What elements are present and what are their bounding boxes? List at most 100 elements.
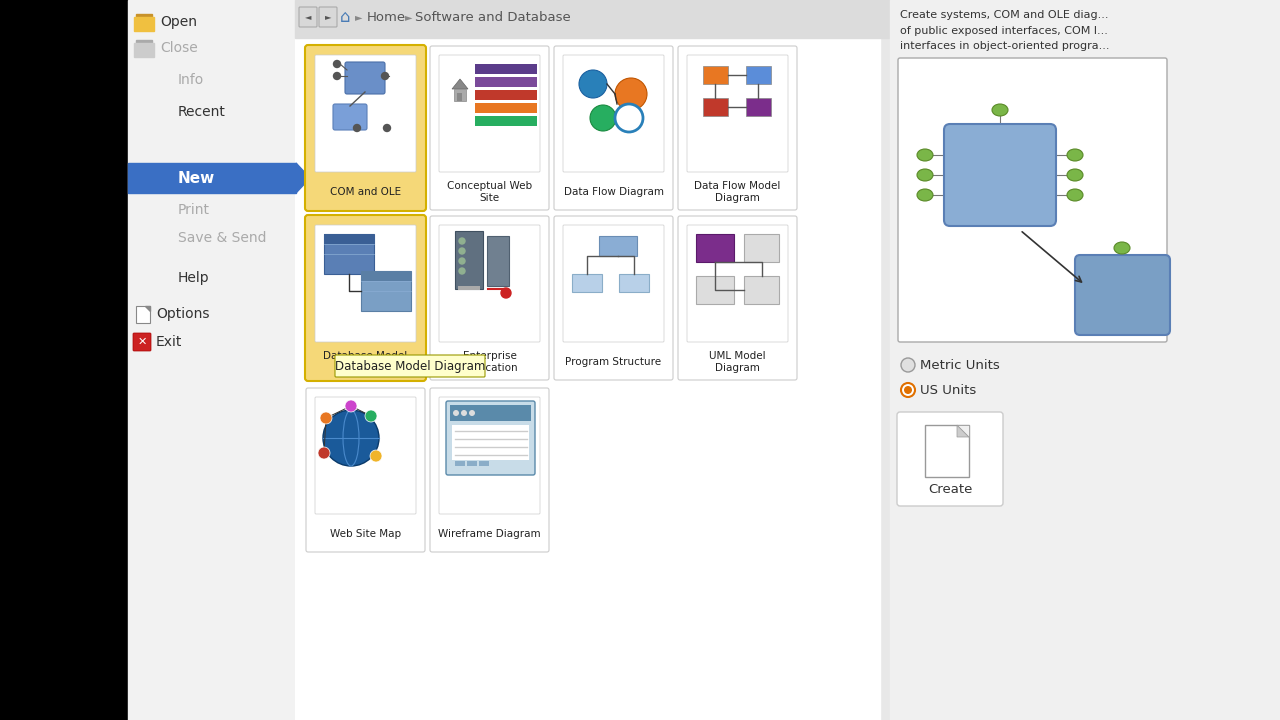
Circle shape — [317, 447, 330, 459]
Bar — [696, 276, 733, 304]
FancyBboxPatch shape — [554, 46, 673, 210]
Circle shape — [460, 258, 465, 264]
Circle shape — [901, 358, 915, 372]
FancyBboxPatch shape — [439, 397, 540, 514]
Bar — [475, 103, 538, 113]
Bar — [475, 64, 538, 74]
Bar — [620, 274, 649, 292]
FancyBboxPatch shape — [687, 225, 788, 342]
Bar — [451, 405, 531, 421]
Bar — [744, 276, 780, 304]
Bar — [136, 14, 152, 18]
FancyBboxPatch shape — [925, 425, 969, 477]
Bar — [475, 116, 538, 126]
Ellipse shape — [1068, 189, 1083, 201]
Bar — [746, 98, 771, 116]
Circle shape — [460, 268, 465, 274]
Text: New: New — [178, 171, 215, 186]
Bar — [744, 234, 780, 262]
Bar — [294, 0, 890, 720]
Circle shape — [579, 70, 607, 98]
Text: Data Flow Diagram: Data Flow Diagram — [563, 187, 663, 197]
Text: Help: Help — [178, 271, 210, 285]
Circle shape — [384, 125, 390, 132]
Ellipse shape — [916, 169, 933, 181]
Circle shape — [901, 383, 915, 397]
Circle shape — [614, 104, 643, 132]
Text: Database Model Diagram: Database Model Diagram — [335, 359, 485, 372]
FancyBboxPatch shape — [430, 46, 549, 210]
Polygon shape — [957, 425, 969, 437]
Circle shape — [460, 248, 465, 254]
Polygon shape — [145, 306, 150, 311]
Text: Wireframe Diagram: Wireframe Diagram — [438, 529, 541, 539]
Circle shape — [904, 386, 911, 394]
Text: US Units: US Units — [920, 384, 977, 397]
Bar — [457, 93, 462, 101]
FancyBboxPatch shape — [430, 216, 549, 380]
FancyBboxPatch shape — [445, 401, 535, 475]
FancyBboxPatch shape — [300, 7, 317, 27]
Text: Options: Options — [156, 307, 210, 321]
Text: Info: Info — [178, 73, 205, 87]
Bar — [134, 17, 154, 31]
Text: Data Flow Model
Diagram: Data Flow Model Diagram — [694, 181, 781, 203]
Circle shape — [346, 400, 357, 412]
FancyBboxPatch shape — [333, 104, 367, 130]
Bar — [452, 460, 529, 467]
Ellipse shape — [1068, 169, 1083, 181]
Circle shape — [381, 73, 389, 79]
Ellipse shape — [1068, 149, 1083, 161]
FancyBboxPatch shape — [315, 225, 416, 342]
Polygon shape — [296, 163, 310, 193]
FancyBboxPatch shape — [1075, 255, 1170, 335]
Text: Recent: Recent — [178, 105, 225, 119]
Bar — [361, 271, 411, 311]
Circle shape — [614, 78, 646, 110]
Text: ►: ► — [355, 12, 362, 22]
Bar — [696, 234, 733, 262]
Bar — [454, 461, 465, 466]
Bar — [294, 0, 881, 720]
FancyBboxPatch shape — [315, 55, 416, 172]
Bar — [703, 98, 728, 116]
FancyBboxPatch shape — [945, 124, 1056, 226]
FancyBboxPatch shape — [678, 216, 797, 380]
Bar — [486, 236, 509, 286]
Text: ✕: ✕ — [137, 337, 147, 347]
Circle shape — [320, 412, 332, 424]
Polygon shape — [957, 425, 969, 437]
Text: Open: Open — [160, 15, 197, 29]
Bar — [134, 43, 154, 57]
Bar — [479, 461, 489, 466]
Bar — [128, 163, 296, 193]
FancyBboxPatch shape — [563, 225, 664, 342]
Polygon shape — [452, 79, 468, 89]
Text: UML Model
Diagram: UML Model Diagram — [709, 351, 765, 373]
Circle shape — [453, 410, 460, 416]
Bar — [572, 274, 602, 292]
Bar — [467, 461, 477, 466]
FancyBboxPatch shape — [897, 412, 1004, 506]
FancyBboxPatch shape — [554, 216, 673, 380]
Bar — [128, 0, 296, 720]
Circle shape — [353, 125, 361, 132]
Circle shape — [334, 73, 340, 79]
Text: Home: Home — [367, 11, 406, 24]
FancyBboxPatch shape — [687, 55, 788, 172]
Circle shape — [365, 410, 378, 422]
Bar — [454, 89, 466, 101]
Text: Enterprise
Application: Enterprise Application — [461, 351, 518, 373]
Text: Conceptual Web
Site: Conceptual Web Site — [447, 181, 532, 203]
Text: ⌂: ⌂ — [339, 8, 351, 26]
Text: Database Model
Diagram: Database Model Diagram — [324, 351, 407, 373]
Circle shape — [468, 410, 475, 416]
Bar — [599, 236, 637, 256]
Text: Create systems, COM and OLE diag...
of public exposed interfaces, COM l...
inter: Create systems, COM and OLE diag... of p… — [900, 10, 1110, 51]
Ellipse shape — [916, 149, 933, 161]
Ellipse shape — [992, 104, 1009, 116]
Bar — [136, 306, 150, 323]
Bar — [475, 77, 538, 87]
Text: Save & Send: Save & Send — [178, 231, 266, 245]
Ellipse shape — [1114, 242, 1130, 254]
